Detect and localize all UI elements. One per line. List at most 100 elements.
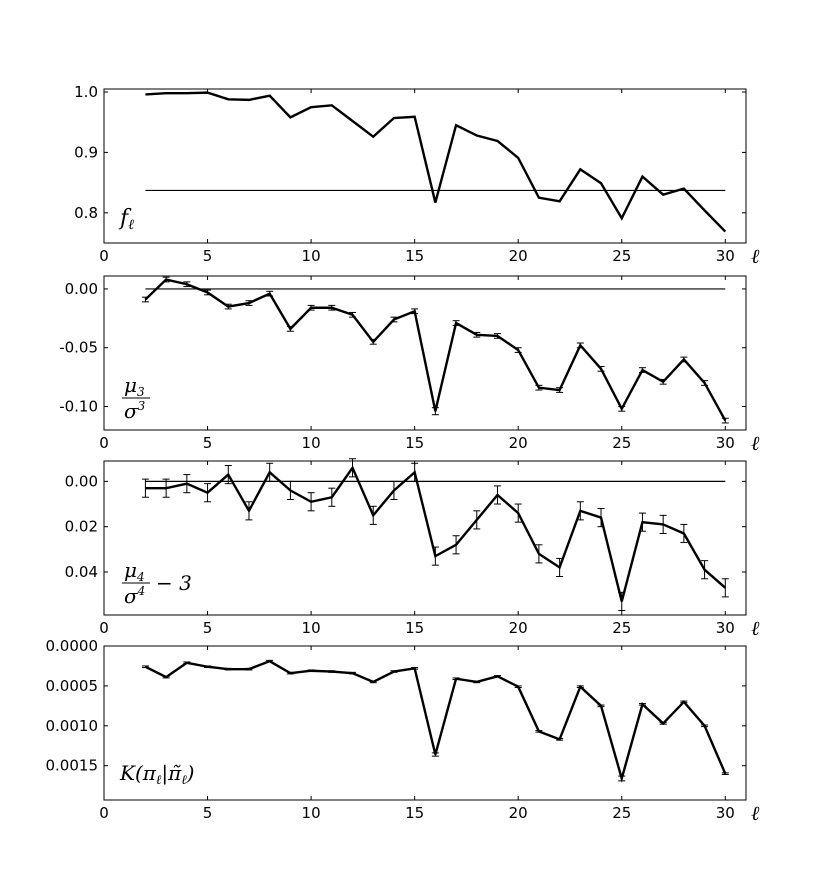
error-bar: [162, 675, 170, 679]
panel-label-suffix: − 3: [156, 571, 192, 595]
series-line: [144, 659, 727, 783]
error-bar: [452, 677, 460, 681]
error-bar: [266, 290, 274, 297]
panel-label-numerator: μ4: [124, 558, 145, 584]
error-bar: [266, 462, 274, 482]
error-bar: [204, 289, 212, 296]
error-bar: [307, 304, 315, 311]
x-tick-label: 25: [612, 247, 631, 265]
error-bar: [556, 387, 564, 393]
error-bar: [183, 661, 191, 665]
x-tick-label: 5: [203, 619, 213, 637]
error-bar: [473, 331, 481, 338]
error-bar: [659, 514, 667, 534]
panel-label-numerator: μ3: [124, 373, 145, 399]
error-bar: [411, 462, 419, 482]
panel-label-denominator: σ4: [124, 584, 145, 608]
error-bar: [245, 501, 253, 521]
x-tick-label: 10: [302, 619, 321, 637]
y-tick-label: 0.0005: [46, 677, 99, 695]
error-bar: [224, 465, 232, 485]
error-bar: [141, 478, 149, 498]
error-bar: [349, 458, 357, 478]
x-tick-label: 20: [509, 247, 528, 265]
error-bar: [535, 544, 543, 564]
y-tick-label: 0.9: [74, 143, 98, 161]
x-tick-label: 15: [405, 434, 424, 452]
y-tick-label: 0.0010: [46, 717, 99, 735]
plot-frame: [103, 645, 747, 801]
error-bar: [369, 338, 377, 345]
error-bar: [493, 675, 501, 678]
plot-frame: [103, 88, 747, 244]
error-bar: [535, 730, 543, 733]
x-tick-label: 0: [99, 619, 109, 637]
error-bar: [349, 311, 357, 318]
error-bar: [307, 492, 315, 512]
error-bar: [328, 304, 336, 311]
error-bar: [452, 320, 460, 326]
x-tick-label: 25: [612, 804, 631, 822]
error-bar: [245, 667, 253, 671]
error-bar: [638, 512, 646, 532]
error-bar: [493, 333, 501, 339]
error-bar: [576, 342, 584, 349]
error-bar: [701, 380, 709, 386]
x-tick-label: 20: [509, 619, 528, 637]
error-bar: [473, 510, 481, 530]
panel-1: 0 5 10 15 20 25 30 ℓ 0.8 0.9 1.0 fℓ: [74, 83, 760, 268]
x-axis-label: ℓ: [751, 431, 760, 455]
error-bar: [162, 276, 170, 283]
error-bar: [286, 671, 294, 675]
x-tick-label: 10: [302, 247, 321, 265]
error-bar: [328, 670, 336, 673]
error-bar: [680, 356, 688, 363]
error-bar: [431, 752, 439, 757]
error-bar: [597, 508, 605, 528]
x-axis-label: ℓ: [751, 801, 760, 825]
error-bar: [431, 407, 439, 416]
error-bar: [204, 483, 212, 503]
error-bar: [183, 281, 191, 288]
error-bar: [701, 560, 709, 580]
error-bar: [514, 503, 522, 523]
error-bar: [618, 775, 626, 782]
error-bar: [390, 316, 398, 323]
panel-label: K(πℓ|π̃ℓ): [119, 761, 194, 788]
error-bar: [680, 523, 688, 544]
y-tick-label: 0.00: [65, 472, 98, 490]
error-bar: [245, 300, 253, 306]
error-bar: [597, 366, 605, 372]
x-tick-label: 30: [716, 804, 735, 822]
error-bar: [162, 478, 170, 498]
x-tick-label: 20: [509, 434, 528, 452]
x-tick-label: 0: [99, 247, 109, 265]
x-tick-label: 5: [203, 434, 213, 452]
error-bar: [141, 665, 149, 669]
error-bar: [638, 702, 646, 706]
error-bar: [514, 685, 522, 688]
error-bar: [286, 326, 294, 332]
y-tick-label: 0.0015: [46, 757, 99, 775]
x-tick-label: 25: [612, 434, 631, 452]
series-line: [144, 278, 727, 422]
error-bar: [680, 700, 688, 704]
x-tick-label: 10: [302, 804, 321, 822]
x-tick-label: 20: [509, 804, 528, 822]
y-tick-label: 0.02: [65, 518, 98, 536]
error-bar: [473, 680, 481, 684]
panel-label-denominator: σ3: [124, 399, 146, 423]
y-tick-label: 0.0000: [46, 637, 99, 655]
x-tick-label: 0: [99, 434, 109, 452]
y-tick-label: 0.04: [65, 563, 98, 581]
series-line: [145, 91, 727, 233]
error-bar: [411, 667, 419, 670]
x-tick-label: 25: [612, 619, 631, 637]
error-bar: [618, 405, 626, 412]
error-bar: [659, 722, 667, 725]
error-bar: [618, 591, 626, 611]
x-tick-label: 30: [716, 619, 735, 637]
